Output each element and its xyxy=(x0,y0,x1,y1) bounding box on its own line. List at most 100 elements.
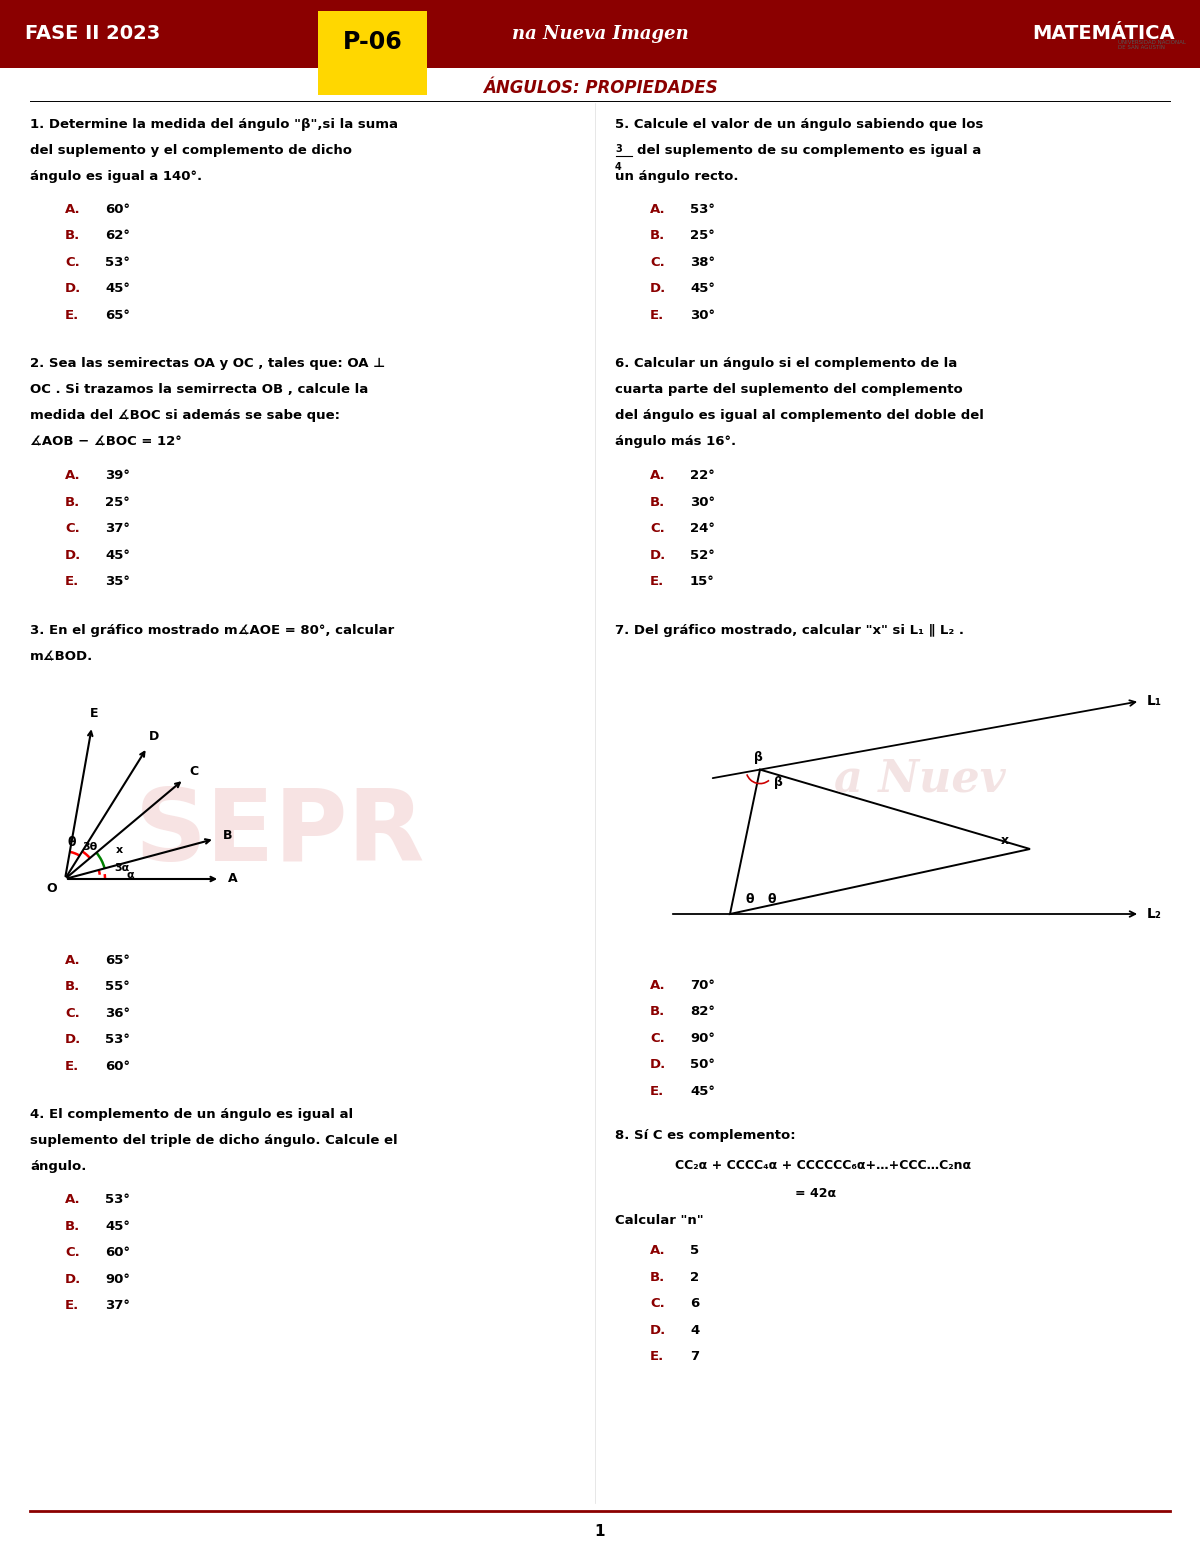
Text: x: x xyxy=(116,845,124,854)
Text: 30°: 30° xyxy=(690,309,715,321)
Text: B.: B. xyxy=(650,1270,665,1284)
Text: B.: B. xyxy=(650,495,665,509)
Text: C.: C. xyxy=(650,1033,665,1045)
Text: 4. El complemento de un ángulo es igual al: 4. El complemento de un ángulo es igual … xyxy=(30,1109,353,1121)
Text: a Nuev: a Nuev xyxy=(834,758,1006,800)
Text: B.: B. xyxy=(65,1221,80,1233)
Text: C.: C. xyxy=(650,1297,665,1311)
Text: D.: D. xyxy=(65,550,82,562)
Text: α: α xyxy=(126,870,133,881)
Text: 30°: 30° xyxy=(690,495,715,509)
Text: E.: E. xyxy=(65,309,79,321)
Text: B.: B. xyxy=(65,495,80,509)
Text: medida del ∡BOC si además se sabe que:: medida del ∡BOC si además se sabe que: xyxy=(30,410,340,422)
Text: 45°: 45° xyxy=(690,283,715,295)
Text: 90°: 90° xyxy=(690,1033,715,1045)
Text: D: D xyxy=(149,730,160,742)
Text: 15°: 15° xyxy=(690,576,715,589)
Text: 8. Sí C es complemento:: 8. Sí C es complemento: xyxy=(616,1129,796,1143)
Text: ángulo es igual a 140°.: ángulo es igual a 140°. xyxy=(30,169,202,183)
Text: CC₂α + CCCC₄α + CCCCCC₆α+…+CCC…C₂nα: CC₂α + CCCC₄α + CCCCCC₆α+…+CCC…C₂nα xyxy=(674,1160,971,1173)
Text: = 42α: = 42α xyxy=(796,1188,836,1200)
Text: 90°: 90° xyxy=(106,1273,130,1286)
Text: A.: A. xyxy=(65,469,80,483)
Text: 37°: 37° xyxy=(106,522,130,536)
Text: D.: D. xyxy=(65,283,82,295)
Text: A.: A. xyxy=(650,203,666,216)
Text: suplemento del triple de dicho ángulo. Calcule el: suplemento del triple de dicho ángulo. C… xyxy=(30,1135,397,1148)
Text: D.: D. xyxy=(65,1273,82,1286)
Text: 45°: 45° xyxy=(106,1221,130,1233)
Text: 1. Determine la medida del ángulo "β",si la suma: 1. Determine la medida del ángulo "β",si… xyxy=(30,118,398,130)
Text: 24°: 24° xyxy=(690,522,715,536)
Text: D.: D. xyxy=(650,1325,666,1337)
Text: UNSA: UNSA xyxy=(1118,11,1175,30)
Text: ángulo más 16°.: ángulo más 16°. xyxy=(616,435,736,449)
Text: 4: 4 xyxy=(616,162,622,171)
Text: OC . Si trazamos la semirrecta OB , calcule la: OC . Si trazamos la semirrecta OB , calc… xyxy=(30,384,368,396)
Text: E.: E. xyxy=(650,1351,665,1364)
Text: O: O xyxy=(47,882,58,896)
Text: E.: E. xyxy=(650,1086,665,1098)
Text: 53°: 53° xyxy=(690,203,715,216)
Text: A.: A. xyxy=(650,469,666,483)
Text: FASE II 2023: FASE II 2023 xyxy=(25,25,161,43)
Text: 2. Sea las semirectas OA y OC , tales que: OA ⊥: 2. Sea las semirectas OA y OC , tales qu… xyxy=(30,357,385,371)
Text: MATEMÁTICA: MATEMÁTICA xyxy=(1032,25,1175,43)
Text: E.: E. xyxy=(650,309,665,321)
Text: UNIVERSIDAD NACIONAL
DE SAN AGUSTÍN: UNIVERSIDAD NACIONAL DE SAN AGUSTÍN xyxy=(1118,39,1186,50)
Text: E.: E. xyxy=(65,1300,79,1312)
Text: C.: C. xyxy=(650,522,665,536)
Text: cuarta parte del suplemento del complemento: cuarta parte del suplemento del compleme… xyxy=(616,384,962,396)
Text: ∡AOB − ∡BOC = 12°: ∡AOB − ∡BOC = 12° xyxy=(30,435,181,449)
FancyBboxPatch shape xyxy=(318,11,427,95)
Text: SEPR: SEPR xyxy=(134,786,425,882)
Text: 5: 5 xyxy=(690,1244,700,1258)
Text: θ: θ xyxy=(67,837,76,849)
Text: 6. Calcular un ángulo si el complemento de la: 6. Calcular un ángulo si el complemento … xyxy=(616,357,958,371)
Text: 36°: 36° xyxy=(106,1006,130,1020)
Text: 7: 7 xyxy=(690,1351,700,1364)
Text: 37°: 37° xyxy=(106,1300,130,1312)
Text: C.: C. xyxy=(650,256,665,269)
Text: 5. Calcule el valor de un ángulo sabiendo que los: 5. Calcule el valor de un ángulo sabiend… xyxy=(616,118,983,130)
Text: 3θ: 3θ xyxy=(83,842,97,853)
Text: 25°: 25° xyxy=(690,230,715,242)
Text: 65°: 65° xyxy=(106,954,130,968)
Text: A.: A. xyxy=(65,1194,80,1207)
Text: ÁNGULOS: PROPIEDADES: ÁNGULOS: PROPIEDADES xyxy=(482,79,718,96)
Text: ángulo.: ángulo. xyxy=(30,1160,86,1174)
Text: del suplemento y el complemento de dicho: del suplemento y el complemento de dicho xyxy=(30,144,352,157)
Text: D.: D. xyxy=(650,1059,666,1072)
Text: 1: 1 xyxy=(595,1523,605,1539)
Text: A: A xyxy=(228,873,238,885)
Text: 38°: 38° xyxy=(690,256,715,269)
Text: 45°: 45° xyxy=(690,1086,715,1098)
Text: A.: A. xyxy=(650,1244,666,1258)
Text: A.: A. xyxy=(650,978,666,992)
Text: m∡BOD.: m∡BOD. xyxy=(30,651,94,663)
Text: 35°: 35° xyxy=(106,576,130,589)
Text: P-06: P-06 xyxy=(343,30,402,54)
Text: θ: θ xyxy=(745,893,755,907)
Text: 3α: 3α xyxy=(114,863,130,873)
Text: 55°: 55° xyxy=(106,980,130,994)
Text: 60°: 60° xyxy=(106,203,130,216)
Text: C.: C. xyxy=(65,522,79,536)
Text: 65°: 65° xyxy=(106,309,130,321)
Text: 22°: 22° xyxy=(690,469,715,483)
Text: D.: D. xyxy=(65,1033,82,1047)
Text: 45°: 45° xyxy=(106,550,130,562)
Text: U: U xyxy=(504,45,526,68)
Text: 4: 4 xyxy=(690,1325,700,1337)
Text: E.: E. xyxy=(650,576,665,589)
Text: L₁: L₁ xyxy=(1147,694,1162,708)
Text: C.: C. xyxy=(65,1247,79,1259)
Text: 2: 2 xyxy=(690,1270,700,1284)
Text: 62°: 62° xyxy=(106,230,130,242)
Text: 82°: 82° xyxy=(690,1005,715,1019)
Text: A.: A. xyxy=(65,203,80,216)
Text: B.: B. xyxy=(650,1005,665,1019)
Text: Calcular "n": Calcular "n" xyxy=(616,1214,703,1227)
Text: 60°: 60° xyxy=(106,1061,130,1073)
